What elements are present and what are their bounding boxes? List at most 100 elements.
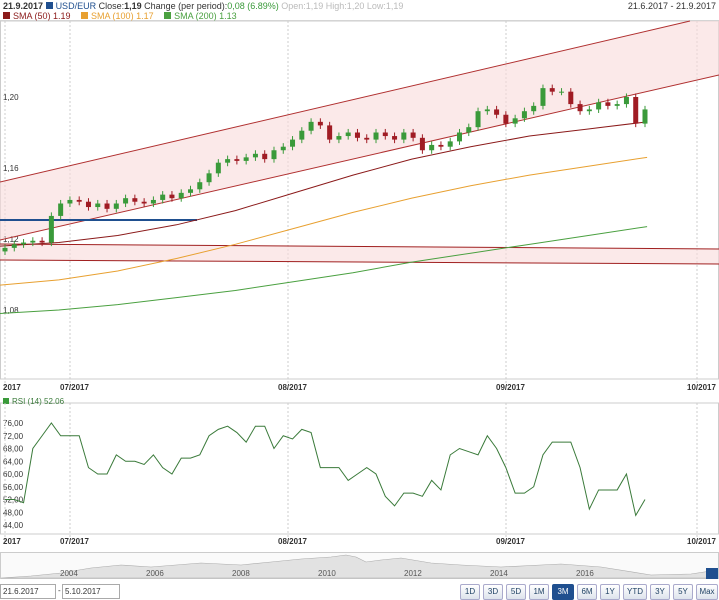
rsi-y-tick: 48,00 — [3, 508, 24, 517]
x-tick-label: 08/2017 — [278, 383, 307, 392]
navigator-year-label: 2014 — [490, 569, 508, 578]
candle-down — [169, 194, 175, 199]
symbol: USD/EUR — [55, 1, 97, 11]
navigator-year-label: 2008 — [232, 569, 250, 578]
navigator-year-label: 2012 — [404, 569, 422, 578]
candle-up — [30, 240, 36, 243]
range-button-ytd[interactable]: YTD — [623, 584, 647, 600]
y-tick-label: 1,20 — [3, 93, 19, 102]
ohl-values: Open:1,19 High:1,20 Low:1,19 — [281, 1, 404, 11]
candle-down — [327, 125, 333, 140]
range-button-5d[interactable]: 5D — [506, 584, 526, 600]
range-button-1d[interactable]: 1D — [460, 584, 480, 600]
symbol-color-icon — [45, 2, 53, 9]
candle-up — [197, 182, 203, 190]
candle-up — [123, 198, 129, 204]
range-button-1y[interactable]: 1Y — [600, 584, 620, 600]
range-button-1m[interactable]: 1M — [529, 584, 549, 600]
range-separator: - — [58, 586, 61, 595]
rsi-legend: RSI (14) 52.06 — [12, 397, 65, 406]
legend-line-2: SMA (50) 1.19 SMA (100) 1.17 SMA (200) 1… — [3, 11, 237, 21]
range-button-6m[interactable]: 6M — [577, 584, 597, 600]
candle-up — [48, 215, 54, 243]
rsi-x-tick: 09/2017 — [496, 537, 525, 546]
range-button-3m[interactable]: 3M — [552, 584, 574, 600]
sma50-line — [0, 121, 648, 247]
candle-up — [308, 121, 314, 131]
range-button-3d[interactable]: 3D — [483, 584, 503, 600]
candle-down — [141, 201, 147, 204]
candle-down — [605, 102, 611, 106]
candle-up — [484, 109, 490, 112]
candle-down — [577, 104, 583, 112]
candle-up — [280, 146, 286, 151]
close-value: 1,19 — [124, 1, 142, 11]
range-to-input[interactable]: 5.10.2017 — [62, 584, 120, 599]
horizontal-channel-fill — [0, 244, 719, 264]
candle-down — [132, 198, 138, 202]
sma200-legend[interactable]: SMA (200) 1.13 — [174, 11, 237, 21]
rsi-y-tick: 64,00 — [3, 457, 24, 466]
candle-up — [456, 132, 462, 142]
candle-down — [633, 97, 639, 124]
candle-up — [623, 97, 629, 105]
x-tick-label: 07/2017 — [60, 383, 89, 392]
candle-up — [215, 162, 221, 174]
navigator[interactable] — [0, 552, 719, 579]
candle-up — [521, 111, 527, 119]
rsi-line — [5, 422, 646, 517]
sma100-line — [0, 156, 648, 286]
price-chart[interactable]: 2017 07/2017 08/2017 09/2017 10/2017 1,20 1,16… — [0, 0, 719, 395]
candle-down — [364, 137, 370, 140]
rsi-y-tick: 44,00 — [3, 521, 24, 530]
candle-up — [95, 203, 101, 208]
rsi-y-tick: 68,00 — [3, 445, 24, 454]
range-button-max[interactable]: Max — [696, 584, 718, 600]
candle-up — [150, 199, 156, 204]
candle-up — [243, 157, 249, 161]
candle-up — [188, 189, 194, 193]
candle-down — [392, 136, 398, 140]
candle-down — [76, 199, 82, 202]
candle-up — [531, 105, 537, 112]
candle-up — [225, 159, 231, 163]
change-label: Change (per period): — [144, 1, 228, 11]
candle-down — [234, 159, 240, 161]
candle-down — [85, 201, 91, 208]
candle-up — [21, 242, 27, 245]
candle-up — [475, 111, 481, 128]
candle-up — [290, 139, 296, 147]
navigator-year-label: 2006 — [146, 569, 164, 578]
candle-up — [447, 141, 453, 147]
trend-channel-upper — [0, 20, 691, 183]
range-button-3y[interactable]: 3Y — [650, 584, 670, 600]
legend-line-1: 21.9.2017 USD/EUR Close:1,19 Change (per… — [3, 1, 403, 11]
candle-up — [67, 199, 73, 204]
rsi-x-tick: 10/2017 — [687, 537, 716, 546]
candle-up — [429, 144, 435, 151]
y-tick-label: 1,12 — [3, 235, 19, 244]
candle-up — [373, 132, 379, 140]
candle-up — [178, 192, 184, 199]
sma50-legend[interactable]: SMA (50) 1.19 — [13, 11, 71, 21]
sma100-legend[interactable]: SMA (100) 1.17 — [91, 11, 154, 21]
navigator-year-label: 2016 — [576, 569, 594, 578]
rsi-chart[interactable]: RSI (14) 52.06 76,00 72,00 68,00 64,00 60,00 5… — [0, 395, 719, 550]
navigator-year-label: 2010 — [318, 569, 336, 578]
candle-down — [410, 132, 416, 138]
rsi-x-tick: 07/2017 — [60, 537, 89, 546]
candle-up — [336, 136, 342, 140]
candle-up — [271, 150, 277, 160]
candle-down — [438, 144, 444, 147]
date: 21.9.2017 — [3, 1, 44, 11]
candle-down — [382, 132, 388, 137]
range-button-5y[interactable]: 5Y — [673, 584, 693, 600]
rsi-frame — [0, 402, 719, 535]
candle-up — [113, 203, 119, 209]
range-from-input[interactable]: 21.6.2017 — [0, 584, 56, 599]
sma100-color-icon — [81, 12, 89, 19]
candle-down — [568, 91, 574, 105]
candle-down — [317, 121, 323, 126]
rsi-x-tick: 2017 — [3, 537, 21, 546]
candle-down — [39, 240, 45, 243]
